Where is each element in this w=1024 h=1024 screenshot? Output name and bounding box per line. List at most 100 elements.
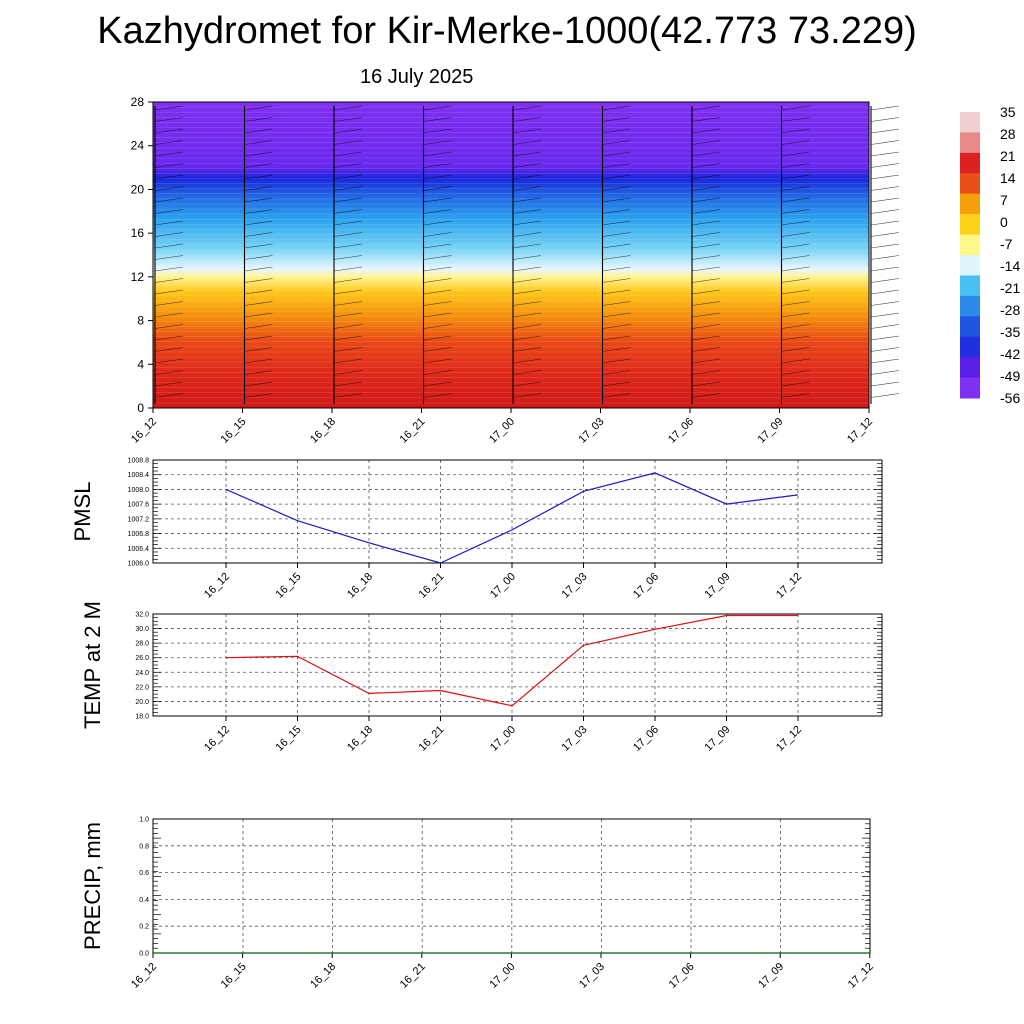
x-tick-label: 17_12 [846,961,876,991]
heatmap-x-tick-label: 17_03 [577,416,607,446]
wind-barb [781,301,810,306]
wind-barb [333,255,363,260]
wind-barb [512,232,542,237]
wind-barb [423,117,452,122]
wind-barb [154,358,184,364]
wind-barb [870,105,900,111]
wind-barb [154,174,184,180]
wind-barb [691,163,721,168]
wind-barb [333,105,363,111]
wind-barb [423,255,452,260]
wind-barb [781,232,810,237]
wind-barb [512,381,542,387]
series-line [225,614,798,707]
colorbar-swatch [960,112,980,133]
wind-barb [602,370,631,375]
y-axis-label: PRECIP, mm [80,822,105,950]
wind-barb [870,312,900,318]
wind-barb-column [691,105,721,404]
wind-barb [244,312,273,318]
wind-barb [423,335,452,341]
wind-barb [870,186,900,191]
wind-barb [691,220,721,226]
wind-barb [602,289,631,295]
colorbar-label: 0 [1000,214,1008,230]
wind-barb [781,358,810,364]
wind-barb [333,381,363,387]
y-tick-label: 26.0 [135,655,149,662]
wind-barb [691,312,721,318]
y-tick-label: 18.0 [135,714,149,721]
wind-barb [602,278,631,283]
wind-barb [244,266,273,272]
wind-barb [781,370,810,375]
x-tick-label: 17_09 [756,961,786,991]
wind-barb [333,186,363,191]
wind-barb [154,324,184,329]
heatmap-y-tick-label: 16 [131,226,145,240]
colorbar-label: 14 [1000,170,1016,186]
heatmap-y-tick-label: 4 [137,357,144,371]
wind-barb [512,209,542,214]
line-panel: 1.0 0.8 0.6 0.4 0.2 0.0 16_12 16_15 16_18 16_21 17… [80,817,876,991]
wind-barb [870,151,900,157]
wind-barb [602,105,631,111]
wind-barb [512,140,542,145]
wind-barb [244,243,273,249]
y-tick-label: 24.0 [135,670,149,677]
heatmap-y-tick-label: 20 [131,182,145,196]
page-date: 16 July 2025 [360,66,474,88]
y-tick-label: 0.0 [139,951,149,958]
wind-barb [870,301,900,306]
colorbar-label: -7 [1000,236,1013,252]
wind-barb [602,151,631,157]
wind-barb [154,220,184,226]
heatmap-x-tick-label: 17_12 [845,416,875,446]
wind-barb-column [512,105,542,404]
wind-barb [781,312,810,318]
wind-barb [154,278,184,283]
wind-barb [244,128,273,134]
x-tick-label: 17_00 [488,571,518,601]
colorbar-swatch [960,234,980,256]
wind-barb-column [333,105,363,404]
colorbar-label: -49 [1000,368,1020,384]
x-tick-label: 17_06 [667,961,697,991]
x-tick-label: 17_03 [560,724,590,754]
wind-barb [244,117,273,122]
wind-barb [154,151,184,157]
y-tick-label: 32.0 [135,612,149,619]
wind-barb [512,358,542,364]
heatmap-y-tick-label: 28 [131,95,145,109]
wind-barb [512,117,542,122]
wind-barb [333,209,363,214]
wind-barb [691,370,721,375]
x-tick-label: 17_09 [703,724,733,754]
series-line [225,472,799,564]
x-tick-label: 16_21 [398,961,428,991]
wind-barb [244,174,273,180]
heatmap-x-tick-label: 17_00 [487,416,517,446]
wind-barb [781,324,810,329]
wind-barb [333,335,363,341]
wind-barb [244,232,273,237]
wind-barb [512,163,542,168]
wind-barb [244,255,273,260]
colorbar-swatch [960,316,980,338]
colorbar-label: -21 [1000,280,1020,296]
wind-barb [870,174,900,180]
wind-barb [602,335,631,341]
heatmap-x-tick-label: 16_15 [219,416,249,446]
wind-barb [333,358,363,364]
wind-barb [154,266,184,272]
wind-barb-column [780,105,810,404]
x-tick-label: 17_03 [560,571,590,601]
wind-barb [512,243,542,249]
colorbar-label: 21 [1000,148,1016,164]
colorbar: 35 28 21 14 7 0 -7 -14 -21 -28 -35 -42 -49 -56 [960,104,1020,406]
x-tick-label: 17_06 [631,571,661,601]
wind-barb [244,381,273,387]
y-axis-label: TEMP at 2 M [80,601,105,729]
x-tick-label: 17_00 [487,961,517,991]
